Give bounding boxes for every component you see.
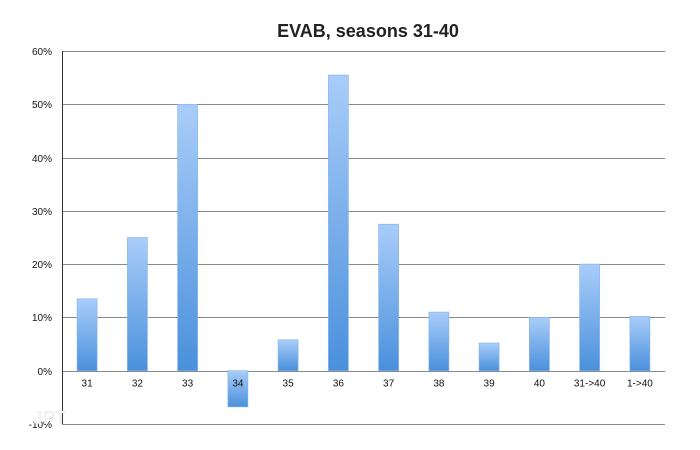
bar-36 — [328, 74, 349, 372]
y-tick-label: -10% — [29, 420, 52, 431]
x-tick-label: 33 — [182, 379, 194, 390]
y-tick-label: 0% — [38, 367, 53, 378]
x-tick-label: 31 — [82, 379, 94, 390]
bar-33 — [177, 104, 198, 371]
bar-31 — [76, 298, 98, 371]
gridlines — [62, 51, 665, 425]
bar-34 — [227, 370, 249, 408]
y-tick-label: 10% — [32, 313, 52, 324]
x-tick-label: 1->40 — [627, 379, 653, 390]
y-axis-ticks: -10% 0% 10% 20% 30% 40% 50% 60% — [29, 47, 52, 431]
y-tick-label: 50% — [32, 100, 52, 111]
x-tick-label: 38 — [433, 379, 445, 390]
bar-32 — [127, 237, 148, 371]
bar-40 — [529, 317, 550, 371]
bar-35 — [277, 339, 299, 371]
bar-39 — [478, 342, 500, 372]
y-tick-label: 20% — [32, 260, 52, 271]
bar-1->40 — [629, 316, 651, 372]
x-tick-label: 34 — [232, 379, 244, 390]
x-tick-label: 35 — [283, 379, 295, 390]
x-axis-ticks: 31 32 33 34 35 36 37 38 39 40 31->40 1->40 — [82, 379, 654, 390]
y-tick-label: 40% — [32, 154, 52, 165]
bar-38 — [428, 311, 450, 372]
x-tick-label: 39 — [484, 379, 496, 390]
chart-title: EVAB, seasons 31-40 — [277, 21, 459, 41]
bars — [76, 74, 651, 408]
x-tick-label: 31->40 — [574, 379, 606, 390]
x-tick-label: 40 — [534, 379, 546, 390]
watermark: JPT — [33, 408, 66, 428]
y-tick-label: 60% — [32, 47, 52, 58]
bar-31->40 — [579, 263, 600, 372]
x-tick-label: 36 — [333, 379, 345, 390]
x-tick-label: 32 — [132, 379, 144, 390]
y-tick-label: 30% — [32, 207, 52, 218]
bar-37 — [378, 223, 399, 371]
x-tick-label: 37 — [383, 379, 395, 390]
